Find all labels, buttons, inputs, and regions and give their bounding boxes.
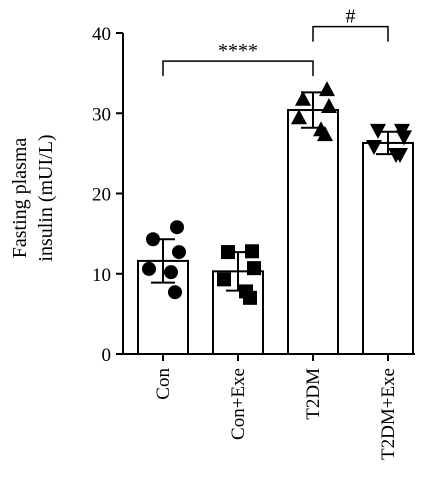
data-point [366,139,382,155]
data-point [146,232,160,247]
x-tick-label: T2DM [303,368,324,420]
significance-bracket [162,60,314,77]
x-tick-label: Con+Exe [228,368,249,440]
data-point [392,147,408,163]
data-point [245,244,259,259]
data-point [247,261,261,276]
data-point [142,261,156,276]
y-axis-title-line-1: Fasting plasma [9,138,31,259]
data-point [164,265,178,280]
y-tick-label: 0 [102,345,112,366]
data-point [221,245,235,260]
data-point [170,220,184,235]
x-tick-label: T2DM+Exe [378,368,399,460]
data-point [291,109,307,125]
y-tick-label: 40 [92,24,111,45]
data-point [396,130,412,146]
y-tick-label: 20 [92,185,111,206]
data-point [319,81,335,97]
significance-label: **** [218,40,258,62]
y-axis-title-line-2: insulin (mUI/L) [35,134,57,261]
y-axis-title: Fasting plasma insulin (mUI/L) [9,134,57,261]
significance-bracket [312,25,389,42]
significance-label: # [346,6,356,28]
bar [287,109,339,356]
y-tick-label: 30 [92,104,111,125]
data-point [243,290,257,305]
data-point [370,123,386,139]
data-point [295,90,311,106]
data-point [168,285,182,300]
data-point [317,126,333,142]
data-point [321,98,337,114]
data-point [172,245,186,260]
bar [362,141,414,355]
x-tick-label: Con [153,368,174,400]
y-tick-label: 10 [92,265,111,286]
data-point [217,272,231,287]
plot-area: 0 10 20 30 40 Con Con+Exe T2DM T2DM+Exe **** # [92,6,415,460]
